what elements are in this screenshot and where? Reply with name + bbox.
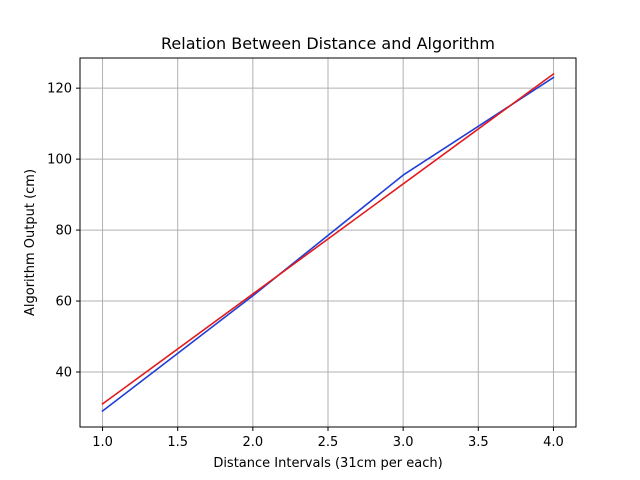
x-tick-label: 1.5 — [167, 435, 188, 450]
x-axis-label: Distance Intervals (31cm per each) — [213, 456, 442, 471]
x-tick-label: 4.0 — [543, 435, 564, 450]
y-tick-label: 120 — [47, 82, 72, 97]
y-tick-label: 60 — [55, 295, 72, 310]
y-tick-label: 40 — [55, 366, 72, 381]
series-line-2 — [101, 72, 555, 406]
x-tick-label: 2.0 — [243, 435, 264, 450]
grid — [80, 58, 576, 427]
axis-ticks: 1.0 1.5 2.0 2.5 3.0 3.5 4.0 40 60 80 100 120 — [47, 82, 564, 450]
x-tick-label: 3.5 — [468, 435, 489, 450]
x-tick-label: 3.0 — [393, 435, 414, 450]
x-tick-label: 2.5 — [318, 435, 339, 450]
y-axis-label: Algorithm Output (cm) — [23, 169, 38, 316]
y-tick-label: 80 — [55, 224, 72, 239]
series-line-1 — [101, 76, 555, 413]
chart-title: Relation Between Distance and Algorithm — [161, 34, 495, 53]
y-tick-label: 100 — [47, 153, 72, 168]
series-lines — [101, 72, 555, 413]
x-tick-label: 1.0 — [92, 435, 113, 450]
